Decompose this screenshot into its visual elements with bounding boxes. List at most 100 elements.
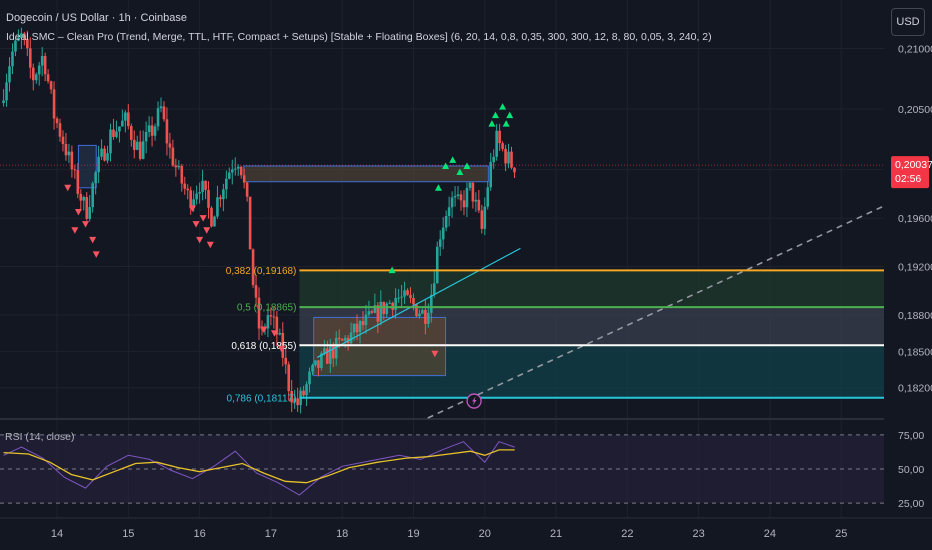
candle-body-112 xyxy=(334,337,338,359)
rsi-label: RSI (14, close) xyxy=(5,431,74,443)
signal-up-6 xyxy=(491,111,499,119)
candle-body-30 xyxy=(91,183,94,208)
candle-body-163 xyxy=(486,187,490,207)
fib-label-0: 0,382 (0,19168) xyxy=(226,266,297,277)
candle-body-70 xyxy=(210,207,213,227)
candle-body-86 xyxy=(257,297,261,329)
candle-body-54 xyxy=(162,106,166,120)
candle-body-97 xyxy=(290,391,293,403)
candle-body-56 xyxy=(168,143,172,148)
rsi-tick-0: 75,00 xyxy=(898,430,924,442)
x-tick-3: 17 xyxy=(265,528,277,540)
candle-body-135 xyxy=(403,290,406,297)
candle-body-165 xyxy=(492,156,495,163)
fib-label-3: 0,786 (0,18117) xyxy=(227,393,297,404)
candle-body-78 xyxy=(233,168,237,170)
signal-up-2 xyxy=(442,162,450,169)
price-badge-countdown: 02:56 xyxy=(895,173,921,185)
candle-body-159 xyxy=(474,199,478,202)
currency-button[interactable]: USD xyxy=(891,8,925,36)
candle-body-59 xyxy=(177,165,181,168)
signal-down-9 xyxy=(196,236,204,244)
candle-body-33 xyxy=(100,148,103,157)
candle-body-57 xyxy=(171,147,175,166)
candle-body-52 xyxy=(156,108,160,127)
candle-body-172 xyxy=(513,167,516,173)
candle-body-16 xyxy=(49,81,53,90)
candle-body-93 xyxy=(278,332,282,335)
symbol-title[interactable]: Dogecoin / US Dollar · 1h · Coinbase xyxy=(6,12,187,24)
candle-body-153 xyxy=(456,194,460,196)
candle-body-154 xyxy=(459,194,463,201)
candle-body-19 xyxy=(58,123,62,137)
candle-body-41 xyxy=(124,112,127,121)
candle-body-80 xyxy=(239,166,243,176)
candle-body-55 xyxy=(165,119,169,144)
candle-body-89 xyxy=(266,315,270,329)
signal-down-10 xyxy=(203,227,211,234)
candle-body-53 xyxy=(159,106,163,109)
candle-body-146 xyxy=(435,246,439,284)
signal-up-1 xyxy=(434,184,442,191)
candle-body-94 xyxy=(281,332,285,358)
candle-body-18 xyxy=(55,118,59,124)
candle-body-130 xyxy=(388,302,392,304)
candle-body-127 xyxy=(379,301,383,322)
rsi-ma-line xyxy=(3,449,515,484)
candle-body-108 xyxy=(323,348,326,354)
candle-body-61 xyxy=(183,183,187,189)
candle-body-26 xyxy=(79,193,83,201)
candle-body-110 xyxy=(329,346,332,364)
candle-body-161 xyxy=(480,210,484,229)
candle-body-171 xyxy=(510,151,513,168)
signal-down-8 xyxy=(199,215,207,222)
y-tick-7: 0,18200 xyxy=(898,383,932,395)
x-tick-1: 15 xyxy=(122,528,134,540)
candle-body-134 xyxy=(400,296,403,298)
candle-body-123 xyxy=(367,311,371,315)
candle-body-84 xyxy=(251,249,255,286)
candle-body-119 xyxy=(355,323,359,333)
candle-body-28 xyxy=(85,197,89,219)
rsi-tick-1: 50,00 xyxy=(898,464,924,476)
candle-body-106 xyxy=(317,360,320,368)
candle-body-34 xyxy=(103,148,106,161)
candle-body-132 xyxy=(394,298,397,310)
box-left xyxy=(77,144,97,189)
x-tick-0: 14 xyxy=(51,528,63,540)
candle-body-68 xyxy=(204,180,207,190)
candle-body-82 xyxy=(245,182,249,197)
candle-body-35 xyxy=(106,153,109,161)
rsi-tick-2: 25,00 xyxy=(898,498,924,510)
candle-body-58 xyxy=(174,165,178,168)
time-axis[interactable]: 14 15 16 17 18 19 20 21 22 23 24 25 xyxy=(0,517,932,540)
candle-body-23 xyxy=(70,151,74,170)
candle-body-142 xyxy=(424,309,427,324)
candle-body-20 xyxy=(61,136,65,144)
candle-body-92 xyxy=(275,316,279,335)
trend-line xyxy=(316,247,521,358)
candle-body-99 xyxy=(296,398,299,406)
signal-down-4 xyxy=(89,236,97,244)
candle-body-104 xyxy=(311,365,314,372)
signal-down-0 xyxy=(64,184,72,192)
signal-up-8 xyxy=(506,111,514,119)
indicator-title[interactable]: Ideal SMC – Clean Pro (Trend, Merge, TTL… xyxy=(6,31,712,43)
candle-body-11 xyxy=(34,74,38,81)
candle-body-136 xyxy=(406,290,409,296)
signal-up-4 xyxy=(456,168,464,176)
candle-body-39 xyxy=(118,126,121,132)
zone-0382-05 xyxy=(299,270,885,308)
candle-body-126 xyxy=(376,305,380,322)
signal-down-11 xyxy=(206,241,214,249)
candle-body-40 xyxy=(121,120,124,127)
signal-down-3 xyxy=(71,227,79,234)
candle-body-120 xyxy=(358,320,362,333)
fib-label-1: 0,5 (0,18865) xyxy=(237,303,297,314)
candle-body-62 xyxy=(186,188,190,191)
